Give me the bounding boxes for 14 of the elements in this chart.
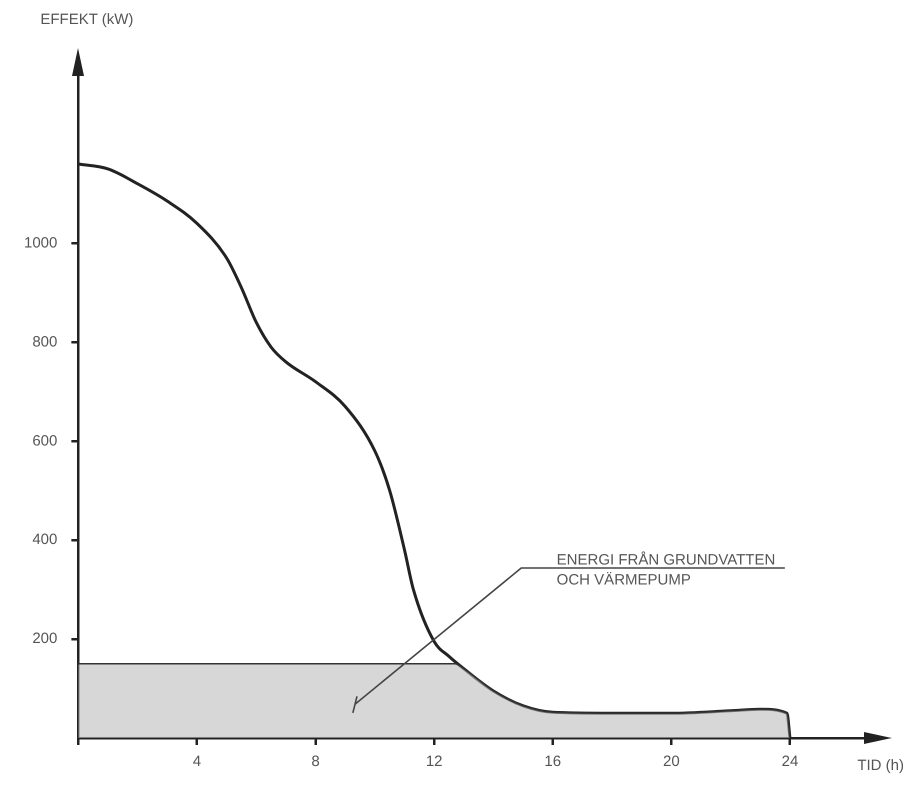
y-tick-label: 800 <box>32 333 58 350</box>
y-tick-label: 400 <box>32 531 58 548</box>
y-tick-label: 1000 <box>24 234 58 252</box>
x-axis-title: TID (h) <box>857 757 904 774</box>
x-tick-label: 24 <box>782 753 798 770</box>
y-tick-label: 600 <box>32 432 58 450</box>
x-tick-label: 16 <box>544 753 562 770</box>
x-tick-label: 12 <box>426 753 442 770</box>
x-tick-label: 8 <box>311 753 320 770</box>
y-tick-label: 200 <box>32 630 58 648</box>
x-tick-label: 4 <box>192 753 202 770</box>
x-tick-label: 20 <box>663 753 680 770</box>
y-axis-title: EFFEKT (kW) <box>40 11 134 28</box>
annotation: ENERGI FRÅN GRUNDVATTEN OCH VÄRMEPUMP <box>556 550 776 588</box>
